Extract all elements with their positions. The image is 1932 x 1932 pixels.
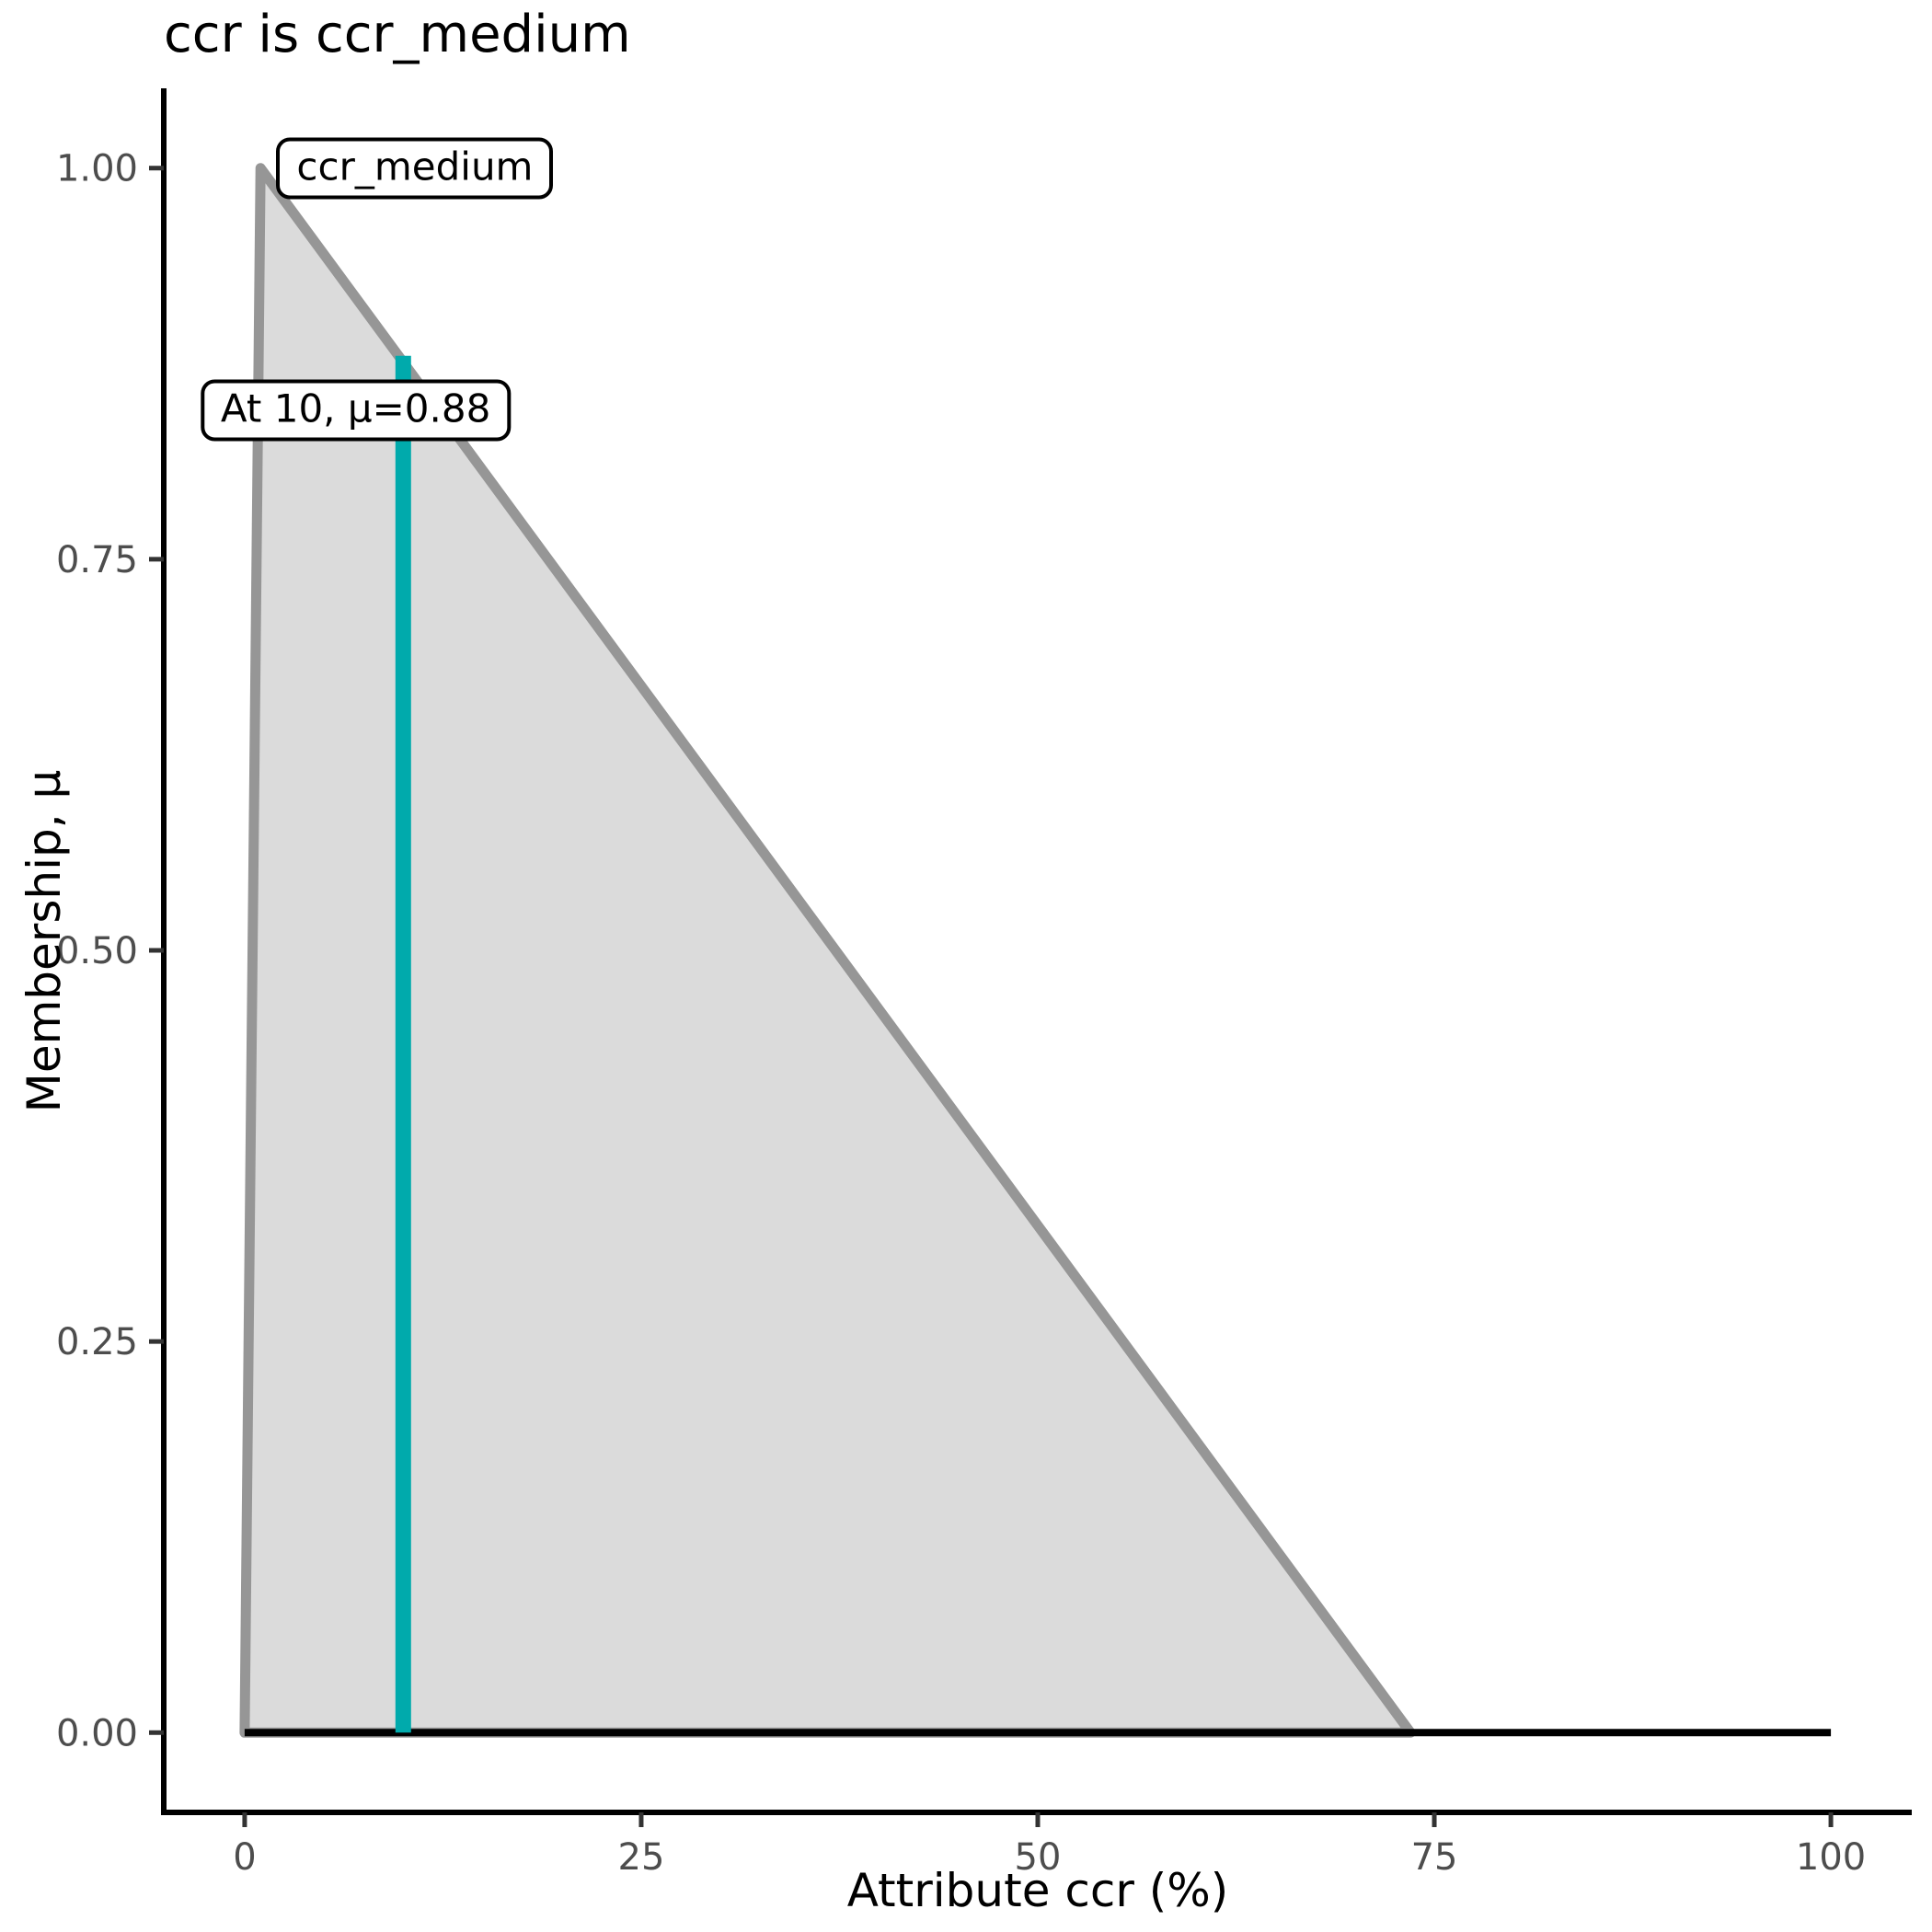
y-axis-title: Membership, μ [17, 769, 71, 1113]
chart-title: ccr is ccr_medium [164, 5, 631, 64]
y-tick-label: 0.75 [56, 539, 138, 581]
y-tick-label: 1.00 [56, 148, 138, 190]
y-tick-label: 0.00 [56, 1712, 138, 1754]
y-tick-label: 0.50 [56, 930, 138, 972]
x-tick-label: 0 [233, 1836, 256, 1879]
set-name-label: ccr_medium [276, 137, 554, 200]
x-tick-label: 100 [1796, 1836, 1866, 1879]
membership-value-label: At 10, μ=0.88 [200, 379, 512, 442]
x-tick-label: 50 [1015, 1836, 1062, 1879]
x-tick-label: 25 [618, 1836, 665, 1879]
x-tick-label: 75 [1411, 1836, 1458, 1879]
x-axis-title: Attribute ccr (%) [846, 1864, 1229, 1917]
y-tick-label: 0.25 [56, 1321, 138, 1363]
